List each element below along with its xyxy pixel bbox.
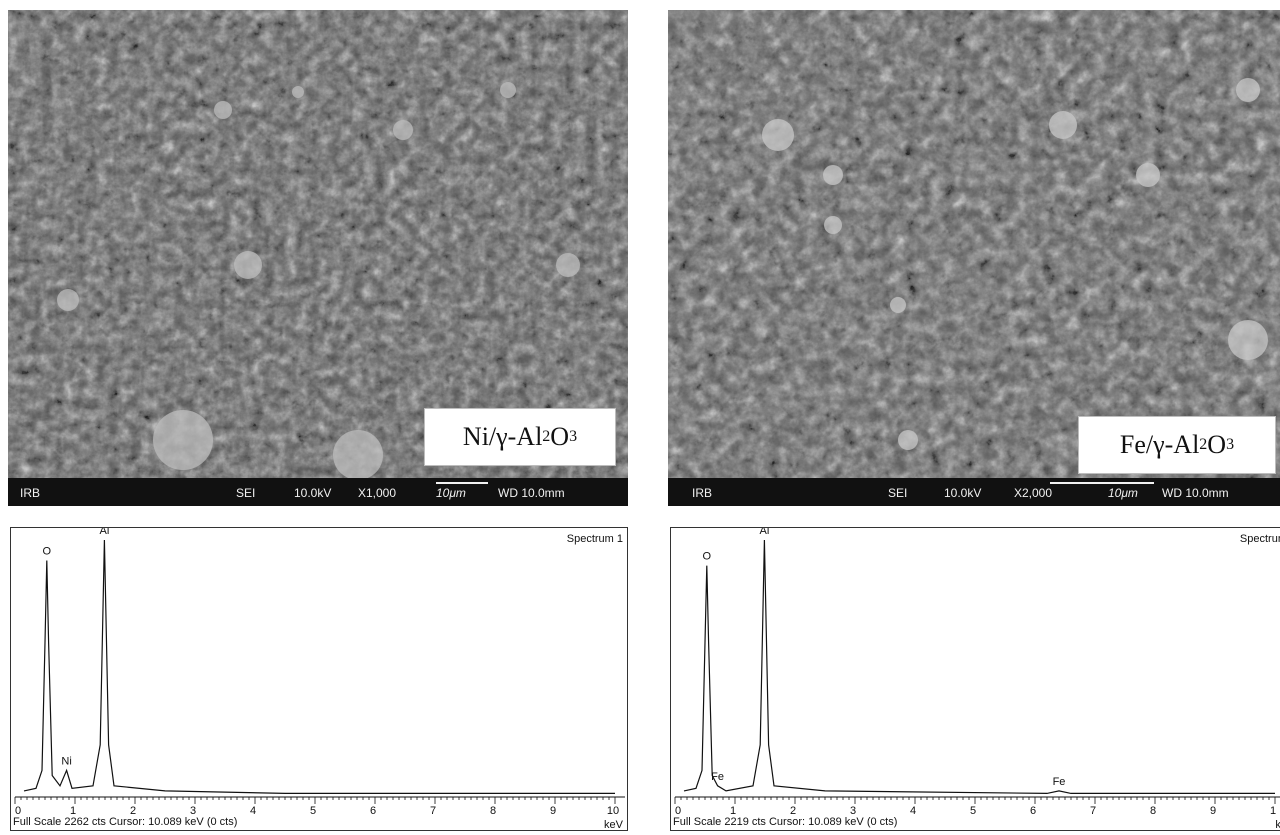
wd-label: WD 10.0mm (1162, 486, 1229, 500)
unit-label: keV (604, 819, 624, 830)
mode-label: SEI (236, 486, 256, 500)
spectrum-label: Spectrum (1240, 533, 1280, 545)
tick-label: 7 (1090, 805, 1096, 817)
peak-label: Al (100, 528, 110, 537)
peak-label: Ni (61, 755, 71, 767)
lab-label: IRB (692, 486, 713, 500)
mode-label: SEI (888, 486, 908, 500)
tick-label: 1 (730, 805, 736, 817)
tick-label: 0 (675, 805, 681, 817)
eds-footer: Full Scale 2219 cts Cursor: 10.089 keV (… (673, 816, 898, 828)
scale-label: 10μm (1108, 486, 1138, 500)
unit-label: ke (1275, 819, 1280, 830)
spectrum-line (23, 539, 615, 794)
wd-label: WD 10.0mm (498, 486, 565, 500)
lab-label: IRB (20, 486, 41, 500)
tick-label: 4 (250, 805, 256, 817)
panel-ni: Ni/γ-Al 2 O 3 IRB SEI 10.0kV X1,000 10μm WD… (8, 10, 628, 835)
tick-label: 10 (607, 805, 619, 817)
tick-label: 1 (1270, 805, 1276, 817)
scale-bar (436, 482, 488, 484)
tick-label: 9 (1210, 805, 1216, 817)
magnification-label: X2,000 (1014, 486, 1053, 500)
tick-label: 6 (370, 805, 376, 817)
scale-bar (1050, 482, 1154, 484)
tick-label: 2 (130, 805, 136, 817)
sem-info-bar-fe: IRB SEI 10.0kV X2,000 10μm WD 10.0mm (668, 478, 1280, 506)
tick-label: 5 (310, 805, 316, 817)
eds-spectrum-ni: 0 1 2 3 4 5 6 7 8 9 10 keV Spectrum 1 O Al Ni Full Scal… (10, 527, 628, 831)
tick-label: 4 (910, 805, 916, 817)
tick-label: 0 (15, 805, 21, 817)
tick-label: 8 (1150, 805, 1156, 817)
magnification-label: X1,000 (358, 486, 397, 500)
eds-plot: 0 1 2 3 4 5 6 7 8 9 10 keV Spectrum 1 O Al Ni (14, 528, 625, 830)
tick-label: 6 (1030, 805, 1036, 817)
sem-image-fe: Fe/γ-Al 2 O 3 (668, 10, 1280, 478)
spectrum-line (683, 539, 1275, 795)
peak-label: O (703, 551, 712, 563)
sample-label-ni: Ni/γ-Al 2 O 3 (424, 408, 616, 466)
voltage-label: 10.0kV (944, 486, 982, 500)
panel-fe: Fe/γ-Al 2 O 3 IRB SEI 10.0kV X2,000 10μm WD… (668, 10, 1280, 835)
tick-label: 7 (430, 805, 436, 817)
sample-label-fe: Fe/γ-Al 2 O 3 (1078, 416, 1276, 474)
tick-label: 3 (190, 805, 196, 817)
tick-label: 3 (850, 805, 856, 817)
peak-label: Fe (711, 771, 724, 783)
peak-label: Al (760, 528, 770, 537)
sem-micrograph (668, 10, 1280, 478)
sem-info-bar-ni: IRB SEI 10.0kV X1,000 10μm WD 10.0mm (8, 478, 628, 506)
peak-label: O (43, 545, 52, 557)
tick-label: 2 (790, 805, 796, 817)
scale-label: 10μm (436, 486, 466, 500)
voltage-label: 10.0kV (294, 486, 332, 500)
peak-label: Fe (1053, 776, 1066, 788)
sem-micrograph (8, 10, 628, 478)
sem-image-ni: Ni/γ-Al 2 O 3 (8, 10, 628, 478)
eds-spectrum-fe: 0 1 2 3 4 5 6 7 8 9 1 ke Spectrum O Al Fe Fe Full Scale … (670, 527, 1280, 831)
tick-label: 8 (490, 805, 496, 817)
spectrum-label: Spectrum 1 (567, 533, 623, 545)
eds-footer: Full Scale 2262 cts Cursor: 10.089 keV (… (13, 816, 238, 828)
tick-label: 1 (70, 805, 76, 817)
tick-label: 5 (970, 805, 976, 817)
tick-label: 9 (550, 805, 556, 817)
eds-plot: 0 1 2 3 4 5 6 7 8 9 1 ke Spectrum O Al Fe Fe (674, 528, 1280, 830)
